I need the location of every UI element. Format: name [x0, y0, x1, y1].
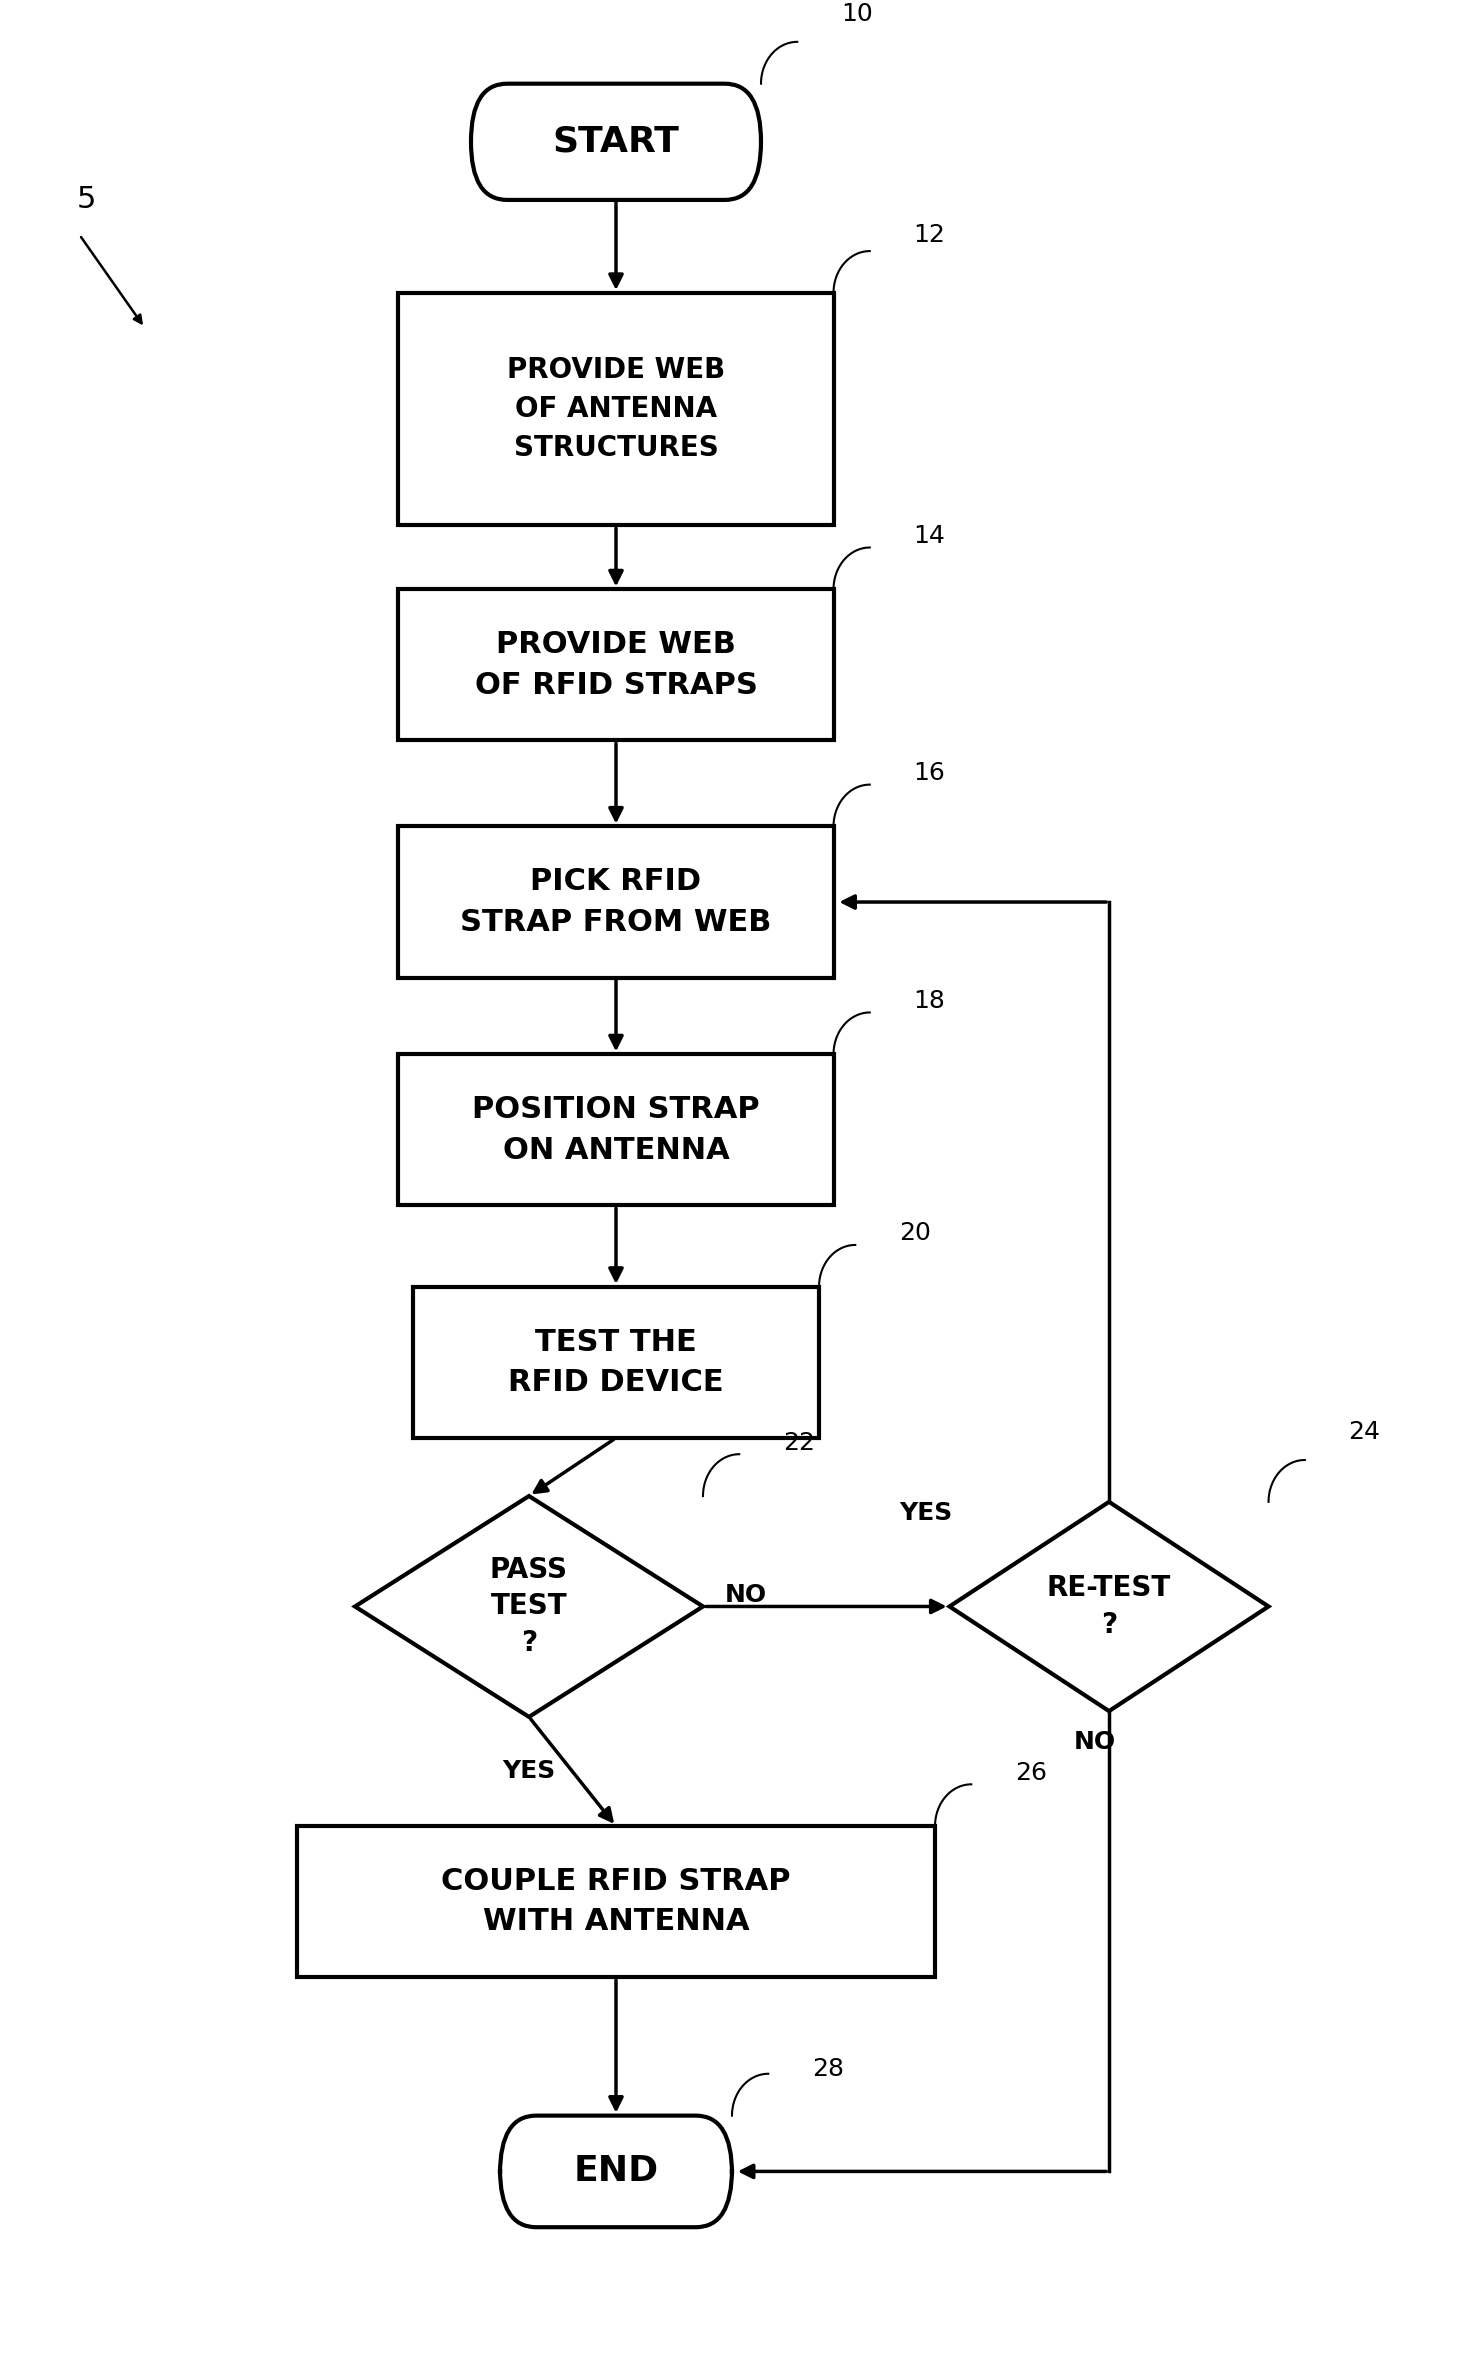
Bar — [398, 294, 833, 526]
Bar — [297, 1826, 935, 1978]
Text: PASS
TEST
?: PASS TEST ? — [490, 1556, 568, 1658]
Text: PICK RFID
STRAP FROM WEB: PICK RFID STRAP FROM WEB — [460, 867, 772, 936]
Text: 26: 26 — [1015, 1760, 1047, 1784]
Text: YES: YES — [899, 1502, 952, 1526]
Text: 22: 22 — [783, 1431, 815, 1455]
Bar — [413, 1286, 818, 1438]
Text: 10: 10 — [840, 2, 873, 26]
Text: YES: YES — [502, 1758, 556, 1784]
Text: 20: 20 — [899, 1222, 931, 1246]
Text: TEST THE
RFID DEVICE: TEST THE RFID DEVICE — [508, 1327, 723, 1398]
Text: COUPLE RFID STRAP
WITH ANTENNA: COUPLE RFID STRAP WITH ANTENNA — [441, 1867, 791, 1935]
Text: 16: 16 — [914, 760, 946, 784]
Text: 14: 14 — [914, 524, 946, 547]
Text: END: END — [574, 2153, 659, 2189]
Text: 28: 28 — [811, 2056, 843, 2080]
Text: NO: NO — [1073, 1729, 1116, 1753]
Text: POSITION STRAP
ON ANTENNA: POSITION STRAP ON ANTENNA — [473, 1094, 760, 1166]
FancyBboxPatch shape — [501, 2116, 732, 2227]
Text: 5: 5 — [78, 185, 97, 216]
Text: 12: 12 — [914, 223, 946, 246]
FancyBboxPatch shape — [471, 83, 761, 199]
Text: NO: NO — [725, 1582, 767, 1606]
Bar — [398, 590, 833, 741]
Text: PROVIDE WEB
OF RFID STRAPS: PROVIDE WEB OF RFID STRAPS — [474, 630, 757, 699]
Polygon shape — [950, 1502, 1268, 1710]
Text: 24: 24 — [1348, 1419, 1381, 1445]
Text: PROVIDE WEB
OF ANTENNA
STRUCTURES: PROVIDE WEB OF ANTENNA STRUCTURES — [507, 355, 725, 462]
Bar — [398, 827, 833, 978]
Polygon shape — [354, 1497, 703, 1718]
Text: RE-TEST
?: RE-TEST ? — [1047, 1573, 1171, 1639]
Bar — [398, 1054, 833, 1206]
Text: START: START — [552, 126, 679, 159]
Text: 18: 18 — [914, 988, 946, 1014]
